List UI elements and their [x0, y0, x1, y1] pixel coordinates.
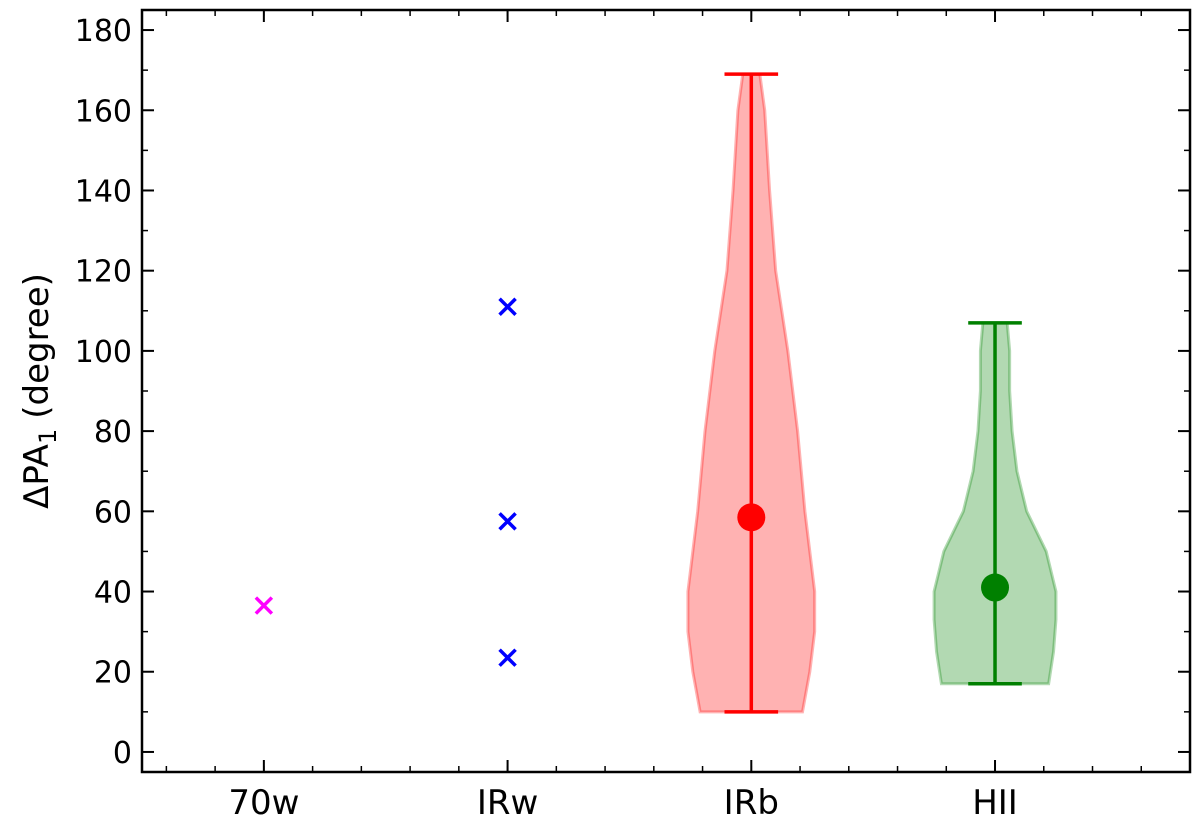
center-dot	[981, 573, 1010, 602]
y-tick-label: 140	[75, 174, 132, 209]
y-tick-label: 0	[113, 736, 132, 771]
y-tick-label: 60	[94, 495, 132, 530]
x-tick-label: IRb	[724, 783, 779, 823]
y-tick-label: 40	[94, 576, 132, 611]
x-tick-label: HII	[972, 783, 1018, 823]
x-tick-label: IRw	[477, 783, 538, 823]
y-tick-label: 80	[94, 415, 132, 450]
y-label-sub: 1	[34, 429, 62, 444]
y-tick-label: 160	[75, 94, 132, 129]
center-dot	[737, 503, 766, 532]
y-axis-label: ΔPA1 (degree)	[17, 273, 62, 509]
y-tick-label: 120	[75, 255, 132, 290]
x-marker	[254, 596, 274, 615]
x-marker	[498, 512, 517, 531]
y-tick-label: 20	[94, 656, 132, 691]
x-tick-label: 70w	[228, 783, 299, 823]
x-marker	[498, 648, 517, 667]
y-label-main: ΔPA	[17, 444, 57, 509]
y-tick-label: 180	[75, 14, 132, 49]
y-label-unit: (degree)	[17, 273, 57, 419]
x-marker	[498, 297, 517, 317]
plot-frame	[140, 8, 1192, 774]
y-tick-label: 100	[75, 335, 132, 370]
